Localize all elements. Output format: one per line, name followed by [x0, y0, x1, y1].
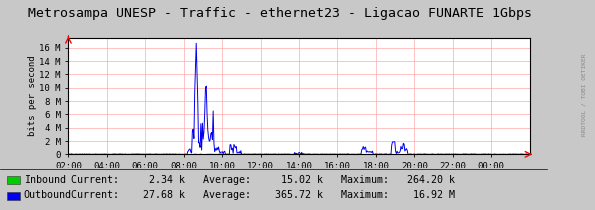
Text: Current:    27.68 k   Average:    365.72 k   Maximum:    16.92 M: Current: 27.68 k Average: 365.72 k Maxim…: [71, 190, 455, 200]
Text: RRDTOOL / TOBI OETIKER: RRDTOOL / TOBI OETIKER: [582, 53, 587, 136]
Y-axis label: bits per second: bits per second: [27, 56, 36, 136]
Text: Current:     2.34 k   Average:     15.02 k   Maximum:   264.20 k: Current: 2.34 k Average: 15.02 k Maximum…: [71, 175, 455, 185]
Text: Outbound: Outbound: [24, 190, 72, 200]
Text: Metrosampa UNESP - Traffic - ethernet23 - Ligacao FUNARTE 1Gbps: Metrosampa UNESP - Traffic - ethernet23 …: [27, 7, 532, 20]
Text: Inbound: Inbound: [24, 175, 66, 185]
